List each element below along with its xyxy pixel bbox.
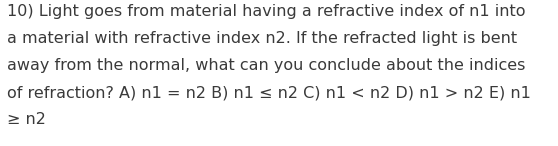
Text: ≥ n2: ≥ n2: [7, 112, 46, 127]
Text: 10) Light goes from material having a refractive index of n1 into: 10) Light goes from material having a re…: [7, 4, 526, 19]
Text: of refraction? A) n1 = n2 B) n1 ≤ n2 C) n1 < n2 D) n1 > n2 E) n1: of refraction? A) n1 = n2 B) n1 ≤ n2 C) …: [7, 85, 531, 100]
Text: a material with refractive index n2. If the refracted light is bent: a material with refractive index n2. If …: [7, 31, 517, 46]
Text: away from the normal, what can you conclude about the indices: away from the normal, what can you concl…: [7, 58, 526, 73]
